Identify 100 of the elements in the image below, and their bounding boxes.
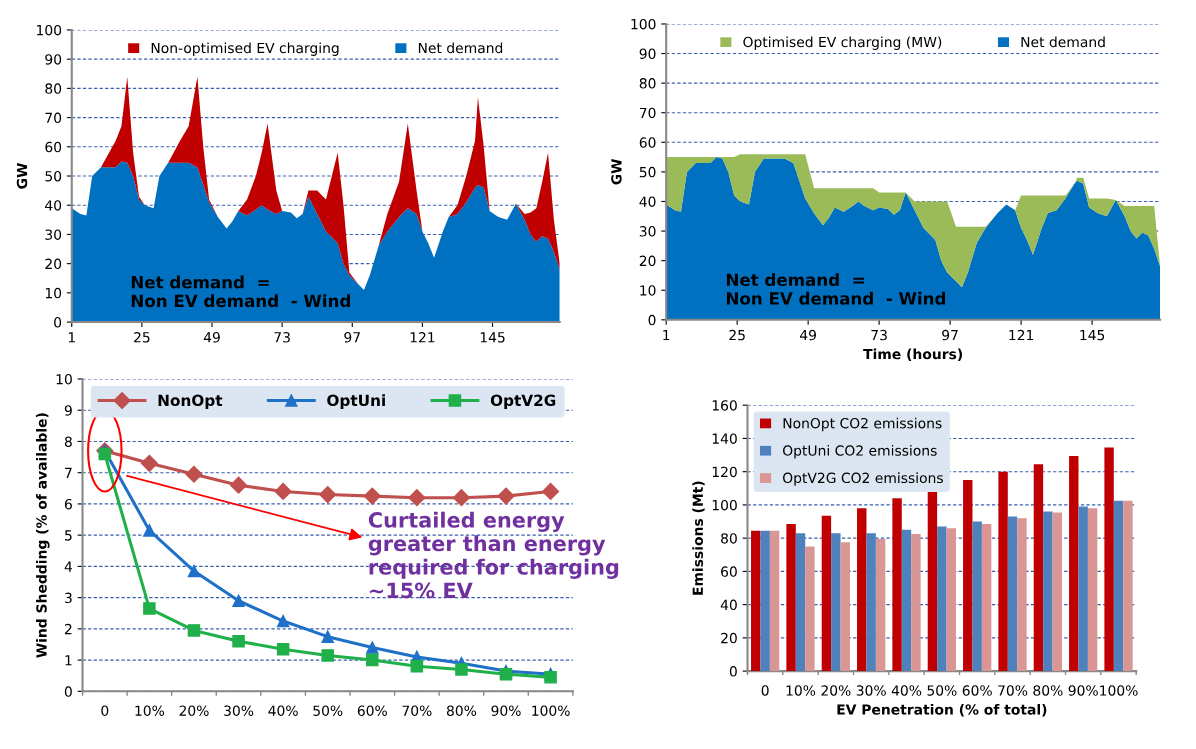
bar [1078,506,1088,672]
y-tick-label: 70 [45,112,62,124]
point [366,653,379,667]
bar [769,530,780,672]
x-tick-label: 145 [480,332,505,343]
x-tick-label: 73 [871,329,887,341]
bar [1069,455,1079,672]
y-tick-label: 120 [712,466,737,478]
x-tick-label: 80% [1033,685,1063,696]
x-axis-title: Time (hours) [863,348,962,361]
y-tick-label: 100 [37,24,62,36]
legend-label: Non-optimised EV charging [151,42,339,56]
y-axis-title: GW [611,158,622,185]
bar [1033,464,1044,672]
legend-label: Optimised EV charging (MW) [743,36,942,50]
x-tick-label: 90% [1068,685,1098,696]
legend-label: OptV2G CO2 emissions [783,472,943,486]
bar [1007,516,1018,672]
point [276,642,290,656]
point [143,602,156,615]
x-tick-label: 50% [313,705,343,716]
annotation: Net demand = Non EV demand - Wind [131,275,350,308]
bar [1087,508,1098,672]
bar [857,508,867,672]
bar [981,524,992,672]
legend-label: NonOpt [158,394,223,410]
y-tick-label: 60 [639,137,656,148]
x-tick-label: 20% [821,685,851,696]
y-tick-label: 10 [45,287,62,299]
point [499,667,513,681]
x-tick-label: 0 [761,685,769,696]
x-tick-label: 80% [446,705,477,716]
x-tick-label: 49 [799,329,817,341]
y-tick-label: 100 [631,18,656,30]
point [232,594,245,608]
bar [795,533,806,672]
y-tick-label: 2 [64,623,72,635]
point [187,564,201,578]
x-tick-label: 73 [274,332,290,343]
bar [875,538,886,672]
point [319,486,337,504]
y-tick-label: 8 [64,436,72,447]
bar [805,546,815,672]
point [366,641,379,654]
bar [911,534,921,672]
annotation: Curtailed energy greater than energy required for charging ~15% EV [368,511,619,599]
point [143,524,156,537]
x-tick-label: 1 [663,329,670,341]
x-tick-label: 30% [856,685,886,696]
bar [751,530,761,672]
y-axis-title: Emissions (Mt) [692,481,705,595]
y-tick-label: 90 [639,48,656,60]
y-tick-label: 0 [729,666,737,677]
x-tick-label: 50% [927,685,957,696]
bar [972,521,982,672]
y-tick-label: 60 [45,141,62,153]
point [321,649,334,662]
point [185,465,203,483]
y-tick-label: 80 [45,83,62,94]
bar [963,479,973,672]
y-tick-label: 40 [45,200,62,211]
y-tick-label: 9 [64,405,72,416]
point [321,630,334,643]
x-tick-label: 70% [998,685,1028,696]
bar [1104,447,1114,672]
point [408,489,426,507]
bar [998,471,1008,672]
y-tick-label: 40 [720,599,737,611]
x-tick-label: 97 [344,332,360,343]
bar [927,489,938,672]
x-tick-label: 121 [1009,329,1034,341]
bar [866,533,876,672]
x-axis-title: EV Penetration (% of total) [837,703,1047,717]
legend-label: OptUni [327,394,385,410]
point [544,671,557,684]
y-tick-label: 20 [45,258,62,270]
point [274,482,292,500]
y-tick-label: 6 [64,498,72,510]
y-tick-label: 10 [640,285,656,296]
x-tick-label: 90% [491,705,521,716]
x-tick-label: 25 [729,329,745,341]
legend-label: OptUni CO2 emissions [783,445,937,459]
y-tick-label: 10 [56,373,72,385]
y-axis-title: Wind Shedding (% of available) [36,413,50,658]
point [187,624,201,637]
y-tick-label: 90 [45,54,62,65]
bar [1052,512,1062,672]
bar [946,528,956,672]
y-tick-label: 140 [712,433,737,444]
x-tick-label: 10% [135,705,165,716]
point [455,663,468,676]
y-tick-label: 20 [721,632,737,644]
bar [1043,511,1053,672]
y-tick-label: 80 [721,533,737,544]
y-tick-label: 30 [639,226,656,237]
x-tick-label: 40% [268,705,298,716]
y-tick-label: 50 [45,170,62,182]
bar [1113,500,1124,672]
legend-label: OptV2G [490,394,556,410]
legend-label: Net demand [418,42,503,54]
